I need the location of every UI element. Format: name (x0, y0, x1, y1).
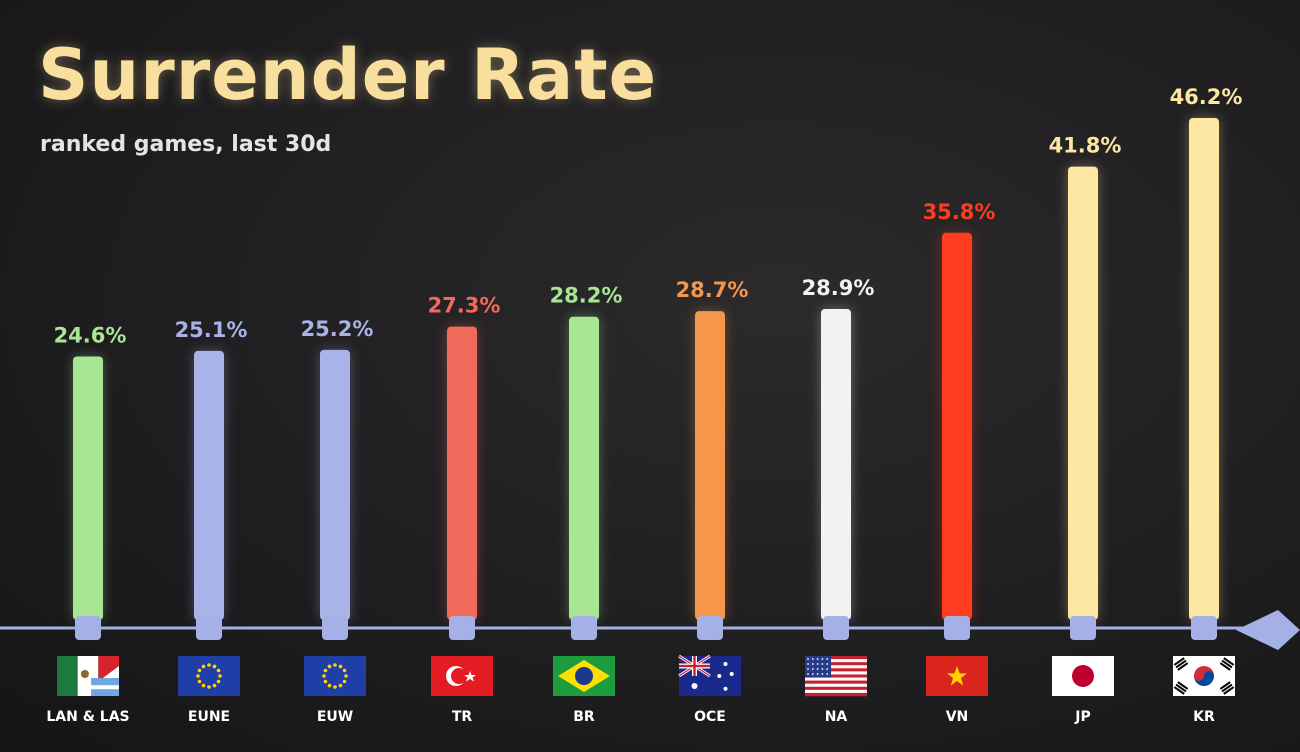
bar-group-vn: 35.8% VN (923, 200, 996, 725)
category-label: EUW (317, 709, 353, 725)
eu-flag-icon (178, 656, 240, 696)
usa-flag-icon (805, 656, 867, 697)
australia-flag-icon (678, 654, 741, 696)
bar-group-kr: 46.2% KR (1170, 85, 1243, 725)
axis-node (1070, 616, 1096, 640)
bar-group-na: 28.9% NA (802, 276, 875, 725)
category-label: OCE (694, 709, 726, 725)
chart-subtitle: ranked games, last 30d (40, 132, 332, 157)
bar-vn (942, 232, 972, 621)
axis-arrow-icon (1236, 610, 1300, 650)
axis-node (944, 616, 970, 640)
value-label: 24.6% (54, 323, 127, 347)
axis-node (571, 616, 597, 640)
axis-node (697, 616, 723, 640)
axis-node (823, 616, 849, 640)
bar-jp (1068, 166, 1098, 621)
axis-node (75, 616, 101, 640)
category-label: BR (573, 709, 595, 725)
value-label: 35.8% (923, 200, 996, 224)
bar-group-br: 28.2% BR (550, 284, 623, 725)
category-label: VN (946, 709, 969, 725)
bar-br (569, 316, 599, 620)
category-label: JP (1074, 709, 1090, 725)
value-label: 25.1% (175, 318, 248, 342)
axis-node (449, 616, 475, 640)
value-label: 46.2% (1170, 85, 1243, 109)
value-label: 41.8% (1049, 134, 1122, 158)
axis-node (1191, 616, 1217, 640)
category-label: EUNE (188, 709, 230, 725)
bar-na (821, 308, 851, 620)
value-label: 28.2% (550, 284, 623, 308)
category-label: KR (1193, 709, 1215, 725)
bar-group-eune: 25.1% EUNE (175, 318, 248, 725)
value-label: 27.3% (428, 294, 501, 318)
category-label: LAN & LAS (46, 709, 129, 725)
japan-flag-icon (1052, 656, 1114, 696)
bar-eune (194, 350, 224, 620)
value-label: 25.2% (301, 317, 374, 341)
brazil-flag-icon (553, 656, 615, 696)
axis-node (196, 616, 222, 640)
bar-kr (1189, 118, 1219, 620)
turkey-flag-icon (431, 656, 493, 696)
category-label: TR (452, 709, 473, 725)
korea-flag-icon (1173, 656, 1235, 696)
bar-group-jp: 41.8% JP (1049, 134, 1122, 725)
bar-euw (320, 349, 350, 620)
mexico-flag-icon (57, 656, 119, 696)
bar-group-tr: 27.3% TR (428, 294, 501, 725)
eu-flag-icon (304, 656, 366, 696)
value-label: 28.7% (676, 278, 749, 302)
axis-node (322, 616, 348, 640)
bar-group-oce: 28.7% OCE (676, 278, 749, 725)
bar-lan-las (73, 356, 103, 620)
bar-group-euw: 25.2% EUW (301, 317, 374, 725)
vietnam-flag-icon (926, 656, 988, 696)
chart-title: Surrender Rate (38, 34, 658, 116)
bar-oce (695, 311, 725, 620)
category-label: NA (825, 709, 848, 725)
bar-group-lan-las: 24.6% LAN & LAS (46, 323, 129, 725)
value-label: 28.9% (802, 276, 875, 300)
bar-tr (447, 326, 477, 620)
